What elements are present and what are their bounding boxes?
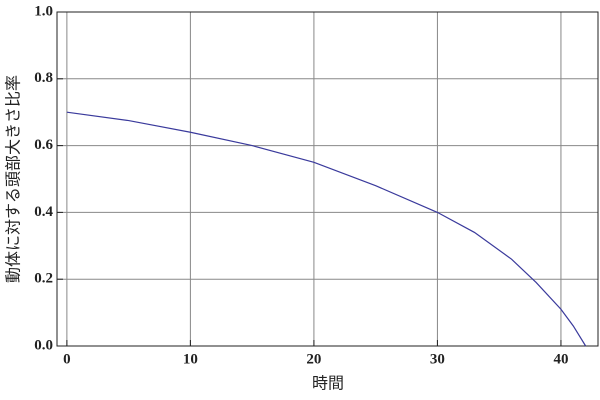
x-axis-label: 時間: [312, 374, 344, 393]
x-tick-label: 20: [306, 351, 321, 367]
x-tick-label: 10: [183, 351, 198, 367]
x-tick-label: 40: [553, 351, 568, 367]
x-tick-label: 30: [430, 351, 445, 367]
plot-frame: [56, 11, 599, 347]
x-tick-label: 0: [63, 351, 71, 367]
y-tick-label: 0.0: [34, 337, 53, 353]
y-tick-label: 0.6: [34, 137, 53, 153]
y-tick-label: 0.4: [34, 204, 53, 220]
data-line: [66, 111, 587, 347]
y-tick-label: 0.2: [34, 271, 53, 287]
y-axis-label: 動体に対する頭部大きさ比率: [4, 75, 23, 283]
y-tick-label: 0.8: [34, 70, 53, 86]
y-tick-label: 1.0: [34, 3, 53, 19]
